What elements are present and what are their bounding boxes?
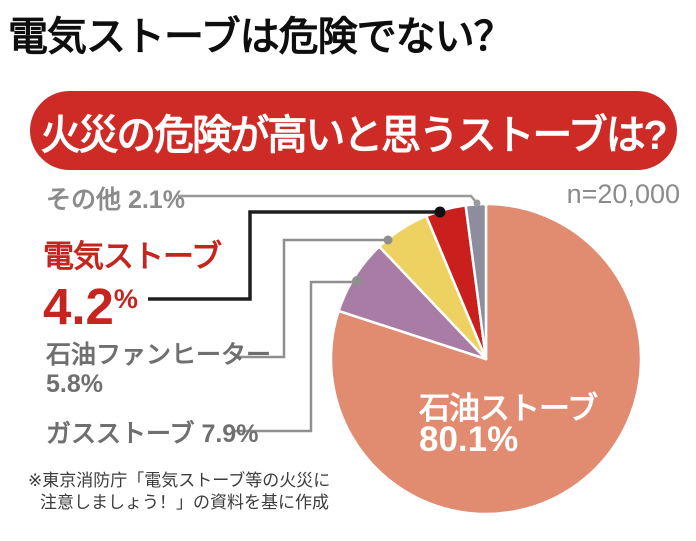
- label-gas: ガスストーブ 7.9%: [46, 420, 259, 448]
- label-oil-fan-name: 石油ファンヒーター: [46, 341, 272, 369]
- footnote-line2: 注意しましょう！」の資料を基に作成: [40, 493, 329, 512]
- question-banner: 火災の危険が高いと思うストーブは?: [30, 91, 677, 170]
- sample-size-label: n=20,000: [566, 179, 680, 209]
- question-banner-text: 火災の危険が高いと思うストーブは?: [40, 111, 668, 158]
- footnote: ※東京消防庁「電気ストーブ等の火災に 注意しましょう！」の資料を基に作成: [28, 470, 330, 514]
- leader-line-gas: [233, 280, 356, 433]
- label-electric: 電気ストーブ 4.2%: [43, 231, 222, 332]
- leader-line-electric: [148, 210, 440, 301]
- pie-slices-group: [329, 202, 643, 516]
- leader-dot-gas: [352, 276, 362, 286]
- label-electric-name: 電気ストーブ: [43, 239, 222, 274]
- label-other: その他 2.1%: [46, 186, 185, 214]
- page-title: 電気ストーブは危険でない？: [8, 15, 514, 59]
- label-electric-percent-sign: %: [113, 284, 138, 314]
- pie-inner-label: 石油ストーブ 80.1%: [419, 391, 598, 459]
- label-oil-fan: 石油ファンヒーター 5.8%: [46, 341, 271, 399]
- leader-line-oil-fan: [238, 238, 387, 359]
- pie-inner-label-name: 石油ストーブ: [419, 391, 598, 426]
- pie-inner-label-value: 80.1%: [419, 420, 519, 459]
- leader-dot-electric: [434, 206, 446, 218]
- label-electric-number: 4.2: [43, 278, 114, 335]
- label-electric-value: 4.2%: [43, 276, 138, 332]
- label-oil-fan-value: 5.8%: [46, 370, 103, 398]
- leader-line-other: [178, 194, 477, 203]
- leader-dot-other: [473, 199, 481, 207]
- footnote-line1: ※東京消防庁「電気ストーブ等の火災に: [28, 471, 331, 490]
- leader-dot-oil-fan: [383, 235, 393, 245]
